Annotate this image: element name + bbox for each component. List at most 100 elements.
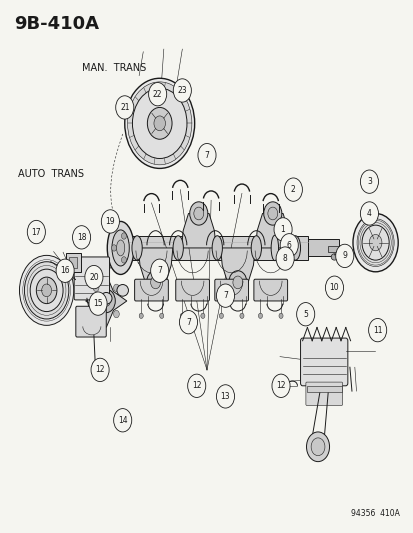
Bar	[307, 239, 338, 256]
Polygon shape	[255, 214, 290, 248]
Circle shape	[93, 310, 99, 318]
Circle shape	[91, 358, 109, 382]
Ellipse shape	[251, 236, 261, 260]
Circle shape	[263, 202, 281, 225]
Bar	[122, 236, 307, 260]
Ellipse shape	[107, 221, 134, 274]
Circle shape	[179, 311, 197, 334]
Text: 15: 15	[93, 299, 102, 308]
Circle shape	[124, 78, 194, 168]
Text: 9: 9	[342, 252, 347, 261]
Circle shape	[335, 244, 353, 268]
Text: 22: 22	[152, 90, 162, 99]
Text: 12: 12	[95, 366, 104, 374]
Polygon shape	[220, 248, 254, 282]
Polygon shape	[85, 274, 126, 327]
Text: 21: 21	[120, 103, 129, 112]
Circle shape	[127, 82, 191, 165]
Circle shape	[24, 262, 69, 319]
Circle shape	[115, 96, 133, 119]
Ellipse shape	[211, 236, 222, 260]
Text: 10: 10	[329, 283, 339, 292]
Text: 6: 6	[286, 241, 291, 250]
Text: 94356  410A: 94356 410A	[351, 510, 399, 519]
Circle shape	[368, 318, 386, 342]
Circle shape	[325, 276, 343, 300]
Circle shape	[359, 202, 377, 225]
Circle shape	[216, 385, 234, 408]
Circle shape	[273, 217, 292, 241]
Bar	[328, 246, 338, 252]
Circle shape	[239, 313, 243, 318]
Bar	[306, 386, 341, 392]
Text: 5: 5	[303, 310, 307, 319]
Circle shape	[311, 438, 324, 456]
Text: 16: 16	[60, 266, 70, 275]
Text: 8: 8	[282, 254, 287, 263]
Ellipse shape	[116, 285, 128, 296]
Text: 3: 3	[366, 177, 371, 186]
Text: 19: 19	[105, 217, 115, 226]
Circle shape	[97, 289, 115, 313]
Bar	[66, 253, 81, 272]
Circle shape	[113, 310, 119, 318]
Ellipse shape	[330, 254, 337, 260]
Ellipse shape	[112, 230, 129, 266]
Circle shape	[89, 292, 107, 316]
Circle shape	[228, 271, 246, 294]
FancyBboxPatch shape	[305, 382, 342, 406]
Circle shape	[356, 219, 393, 266]
Bar	[69, 257, 77, 268]
Ellipse shape	[132, 236, 142, 260]
Text: 18: 18	[77, 233, 86, 242]
Text: 17: 17	[31, 228, 41, 237]
Circle shape	[233, 276, 242, 289]
Circle shape	[102, 296, 110, 306]
FancyBboxPatch shape	[76, 306, 106, 337]
Circle shape	[114, 409, 131, 432]
Circle shape	[361, 225, 388, 260]
Circle shape	[280, 233, 298, 257]
Circle shape	[258, 313, 262, 318]
FancyBboxPatch shape	[74, 257, 109, 300]
Text: 7: 7	[185, 318, 190, 327]
Text: 23: 23	[177, 86, 187, 95]
Text: 7: 7	[204, 151, 209, 160]
Circle shape	[271, 374, 290, 398]
FancyBboxPatch shape	[176, 279, 209, 301]
Circle shape	[352, 214, 397, 272]
Circle shape	[189, 202, 207, 225]
Circle shape	[154, 116, 165, 131]
Circle shape	[19, 255, 74, 325]
Circle shape	[30, 269, 63, 312]
FancyBboxPatch shape	[300, 338, 347, 386]
Circle shape	[72, 225, 90, 249]
Circle shape	[85, 265, 103, 289]
FancyBboxPatch shape	[214, 279, 248, 301]
Text: 2: 2	[290, 185, 295, 194]
FancyBboxPatch shape	[134, 279, 168, 301]
Ellipse shape	[271, 235, 278, 261]
Circle shape	[112, 245, 116, 251]
Circle shape	[121, 233, 126, 239]
Circle shape	[132, 88, 187, 158]
Circle shape	[180, 313, 184, 318]
Ellipse shape	[173, 236, 183, 260]
Circle shape	[278, 313, 282, 318]
Circle shape	[219, 313, 223, 318]
Ellipse shape	[100, 293, 112, 304]
Text: 12: 12	[275, 381, 285, 390]
Text: 1: 1	[280, 225, 285, 234]
Text: 7: 7	[157, 266, 162, 275]
Text: 11: 11	[372, 326, 382, 335]
Circle shape	[146, 271, 164, 294]
Circle shape	[159, 313, 164, 318]
Circle shape	[113, 284, 119, 292]
Text: 9B-410A: 9B-410A	[14, 14, 98, 33]
Circle shape	[148, 83, 166, 106]
Circle shape	[139, 313, 143, 318]
Circle shape	[306, 432, 329, 462]
Polygon shape	[181, 214, 216, 248]
Circle shape	[359, 170, 377, 193]
FancyBboxPatch shape	[253, 279, 287, 301]
